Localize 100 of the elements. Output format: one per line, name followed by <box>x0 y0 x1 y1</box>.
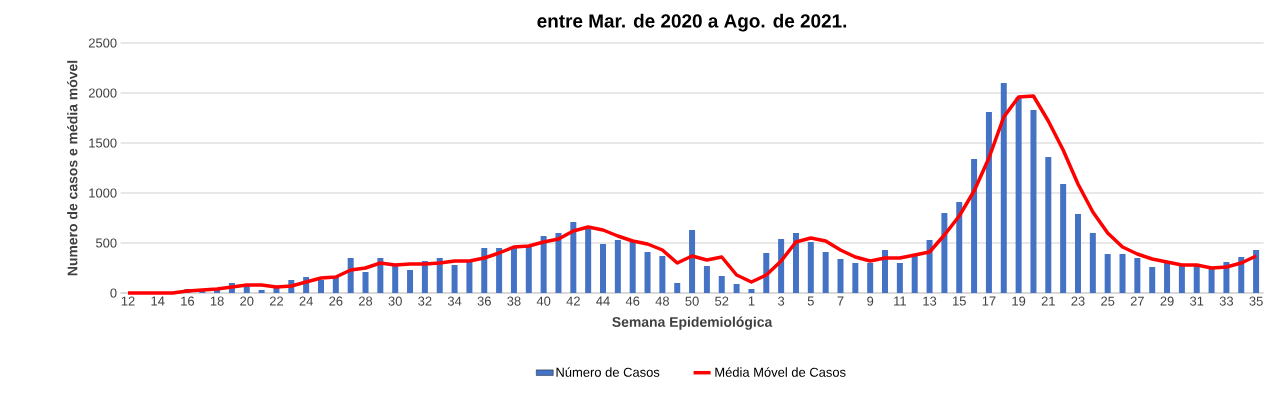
x-tick-label: 13 <box>923 296 937 306</box>
x-tick-label: 38 <box>507 296 521 306</box>
x-tick-label: 25 <box>1101 296 1115 306</box>
x-tick-label: 46 <box>625 296 640 306</box>
bar <box>1134 258 1141 293</box>
bar <box>1193 265 1200 293</box>
bar <box>466 261 473 293</box>
x-tick-label: 18 <box>210 296 224 306</box>
x-tick-label: 19 <box>1012 296 1026 306</box>
bar <box>956 202 963 293</box>
y-tick-label: 1500 <box>89 138 117 148</box>
bar <box>644 252 651 293</box>
bar <box>496 248 503 293</box>
bar <box>317 280 324 293</box>
x-tick-label: 1 <box>748 296 755 306</box>
bar <box>407 270 414 293</box>
x-tick-label: 3 <box>778 296 785 306</box>
x-tick-label: 42 <box>566 296 580 306</box>
x-tick-label: 31 <box>1190 296 1204 306</box>
bar <box>911 255 918 293</box>
bar <box>1015 97 1022 293</box>
x-tick-label: 52 <box>715 296 729 306</box>
bar <box>1164 261 1171 293</box>
x-tick-label: 23 <box>1071 296 1085 306</box>
bar <box>1060 184 1067 293</box>
bar <box>1030 110 1037 293</box>
x-tick-label: 12 <box>121 296 135 306</box>
x-tick-label: 33 <box>1219 296 1234 306</box>
x-tick-label: 27 <box>1130 296 1144 306</box>
x-tick-label: 24 <box>299 296 313 306</box>
x-tick-label: 28 <box>358 296 373 306</box>
bar <box>629 242 636 293</box>
bar <box>852 263 859 293</box>
x-tick-label: 5 <box>807 296 814 306</box>
x-tick-label: 11 <box>894 296 906 306</box>
bar <box>451 265 458 293</box>
x-tick-label: 20 <box>240 296 254 306</box>
x-tick-label: 48 <box>655 296 670 306</box>
bar <box>258 290 265 293</box>
bar <box>362 272 369 293</box>
x-tick-label: 35 <box>1249 296 1263 306</box>
x-tick-label: 9 <box>867 296 874 306</box>
y-tick-label: 2500 <box>88 38 117 48</box>
bar <box>585 227 592 293</box>
bar <box>985 112 992 293</box>
legend-label: Média Móvel de Casos <box>715 367 846 377</box>
bar <box>837 259 844 293</box>
y-tick-label: 0 <box>110 288 117 298</box>
y-axis-title: Numero de casos e média móvel <box>67 60 78 276</box>
bar <box>540 236 547 293</box>
bar <box>807 242 814 293</box>
bar <box>481 248 488 293</box>
bar <box>614 240 621 293</box>
bar <box>1253 250 1260 293</box>
x-tick-label: 26 <box>329 296 343 306</box>
x-tick-label: 15 <box>953 296 966 306</box>
x-tick-label: 7 <box>837 296 844 306</box>
bar <box>1074 214 1081 293</box>
bar <box>778 239 785 293</box>
bar <box>1045 157 1052 293</box>
bar <box>600 244 606 293</box>
bar <box>674 283 681 293</box>
x-tick-label: 22 <box>269 296 283 306</box>
bar <box>971 159 978 293</box>
bar <box>941 213 948 293</box>
bar <box>822 252 829 293</box>
bar <box>659 256 666 293</box>
x-tick-label: 50 <box>685 296 699 306</box>
legend-label: Número de Casos <box>556 367 660 377</box>
bar <box>1104 254 1111 293</box>
x-tick-label: 44 <box>596 296 610 306</box>
bar <box>1000 83 1007 293</box>
x-tick-label: 17 <box>982 296 996 306</box>
bar <box>555 233 562 293</box>
bar <box>867 263 874 293</box>
x-tick-label: 21 <box>1041 296 1055 306</box>
x-tick-label: 34 <box>447 296 462 306</box>
bar <box>1149 267 1156 293</box>
bar <box>792 233 799 293</box>
bar <box>733 284 740 293</box>
bar <box>1119 254 1126 293</box>
bar <box>882 250 889 293</box>
bar <box>525 246 532 293</box>
bar <box>510 247 517 293</box>
bar <box>1089 233 1096 293</box>
x-axis-title: Semana Epidemiológica <box>612 316 773 330</box>
x-tick-label: 32 <box>418 296 432 306</box>
bar <box>718 276 725 293</box>
bar <box>748 289 755 293</box>
y-tick-label: 500 <box>95 238 117 248</box>
bar <box>689 230 696 293</box>
bar <box>1178 265 1185 293</box>
bar <box>926 240 933 293</box>
bar <box>392 265 399 293</box>
bar <box>703 266 710 293</box>
x-tick-label: 16 <box>181 296 195 306</box>
bar <box>896 263 903 293</box>
y-tick-label: 1000 <box>89 188 117 198</box>
x-tick-label: 40 <box>536 296 551 306</box>
y-tick-label: 2000 <box>88 88 117 98</box>
